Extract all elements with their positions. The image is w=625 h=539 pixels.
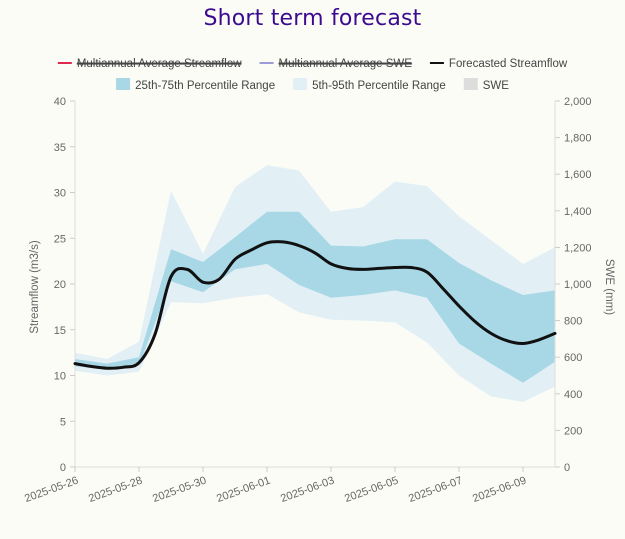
- legend-box-swatch: [463, 78, 478, 90]
- x-tick-label: 2025-06-01: [215, 475, 272, 506]
- y-tick-label: 5: [60, 416, 66, 428]
- y2-tick-label: 0: [564, 462, 570, 474]
- legend-item[interactable]: SWE: [463, 78, 510, 92]
- y2-tick-label: 200: [564, 425, 582, 437]
- legend-item[interactable]: 25th-75th Percentile Range: [116, 78, 275, 92]
- legend-label: 25th-75th Percentile Range: [135, 80, 275, 92]
- x-tick-label: 2025-06-05: [343, 475, 400, 506]
- legend-box-swatch: [293, 78, 308, 90]
- y2-tick-label: 600: [564, 352, 582, 364]
- y-tick-label: 40: [54, 96, 66, 108]
- y2-tick-label: 1,200: [564, 242, 592, 254]
- legend-item[interactable]: Multiannual Average SWE: [259, 58, 413, 70]
- axes: 051015202530354002004006008001,0001,2001…: [23, 96, 591, 505]
- y2-tick-label: 1,600: [564, 169, 592, 181]
- legend-item[interactable]: 5th-95th Percentile Range: [293, 78, 446, 92]
- y2-tick-label: 1,400: [564, 206, 592, 218]
- legend-label: Multiannual Average SWE: [279, 58, 413, 70]
- y2-axis-title: SWE (mm): [603, 259, 615, 315]
- y2-tick-label: 2,000: [564, 96, 592, 108]
- chart-title: Short term forecast: [203, 6, 422, 31]
- y-tick-label: 15: [54, 325, 66, 337]
- y-tick-label: 30: [54, 188, 66, 200]
- y-tick-label: 20: [54, 279, 66, 291]
- x-tick-label: 2025-06-07: [407, 475, 464, 506]
- y-tick-label: 0: [60, 462, 66, 474]
- legend-label: SWE: [483, 80, 510, 92]
- x-tick-label: 2025-05-28: [87, 475, 144, 506]
- x-tick-label: 2025-05-26: [23, 475, 80, 506]
- legend: Multiannual Average Streamflow Multiannua…: [57, 58, 568, 92]
- legend-item[interactable]: Multiannual Average Streamflow: [57, 58, 242, 70]
- percentile-bands: [75, 165, 555, 402]
- legend-box-swatch: [116, 78, 131, 90]
- legend-label: 5th-95th Percentile Range: [312, 80, 446, 92]
- y-tick-label: 25: [54, 233, 66, 245]
- y2-tick-label: 1,000: [564, 279, 592, 291]
- y2-tick-label: 1,800: [564, 133, 592, 145]
- series-lines: [73, 240, 557, 370]
- x-tick-label: 2025-06-09: [471, 475, 528, 506]
- y2-tick-label: 800: [564, 316, 582, 328]
- band-25-75: [75, 211, 555, 383]
- legend-label: Multiannual Average Streamflow: [77, 58, 242, 70]
- y-tick-label: 35: [54, 142, 66, 154]
- y-axis-title: Streamflow (m3/s): [29, 240, 41, 333]
- x-tick-label: 2025-05-30: [151, 475, 208, 506]
- x-tick-label: 2025-06-03: [279, 475, 336, 506]
- forecast-streamflow-line: [73, 240, 557, 370]
- legend-item[interactable]: Forecasted Streamflow: [429, 58, 568, 70]
- y2-tick-label: 400: [564, 389, 582, 401]
- legend-label: Forecasted Streamflow: [449, 58, 568, 70]
- y-tick-label: 10: [54, 371, 66, 383]
